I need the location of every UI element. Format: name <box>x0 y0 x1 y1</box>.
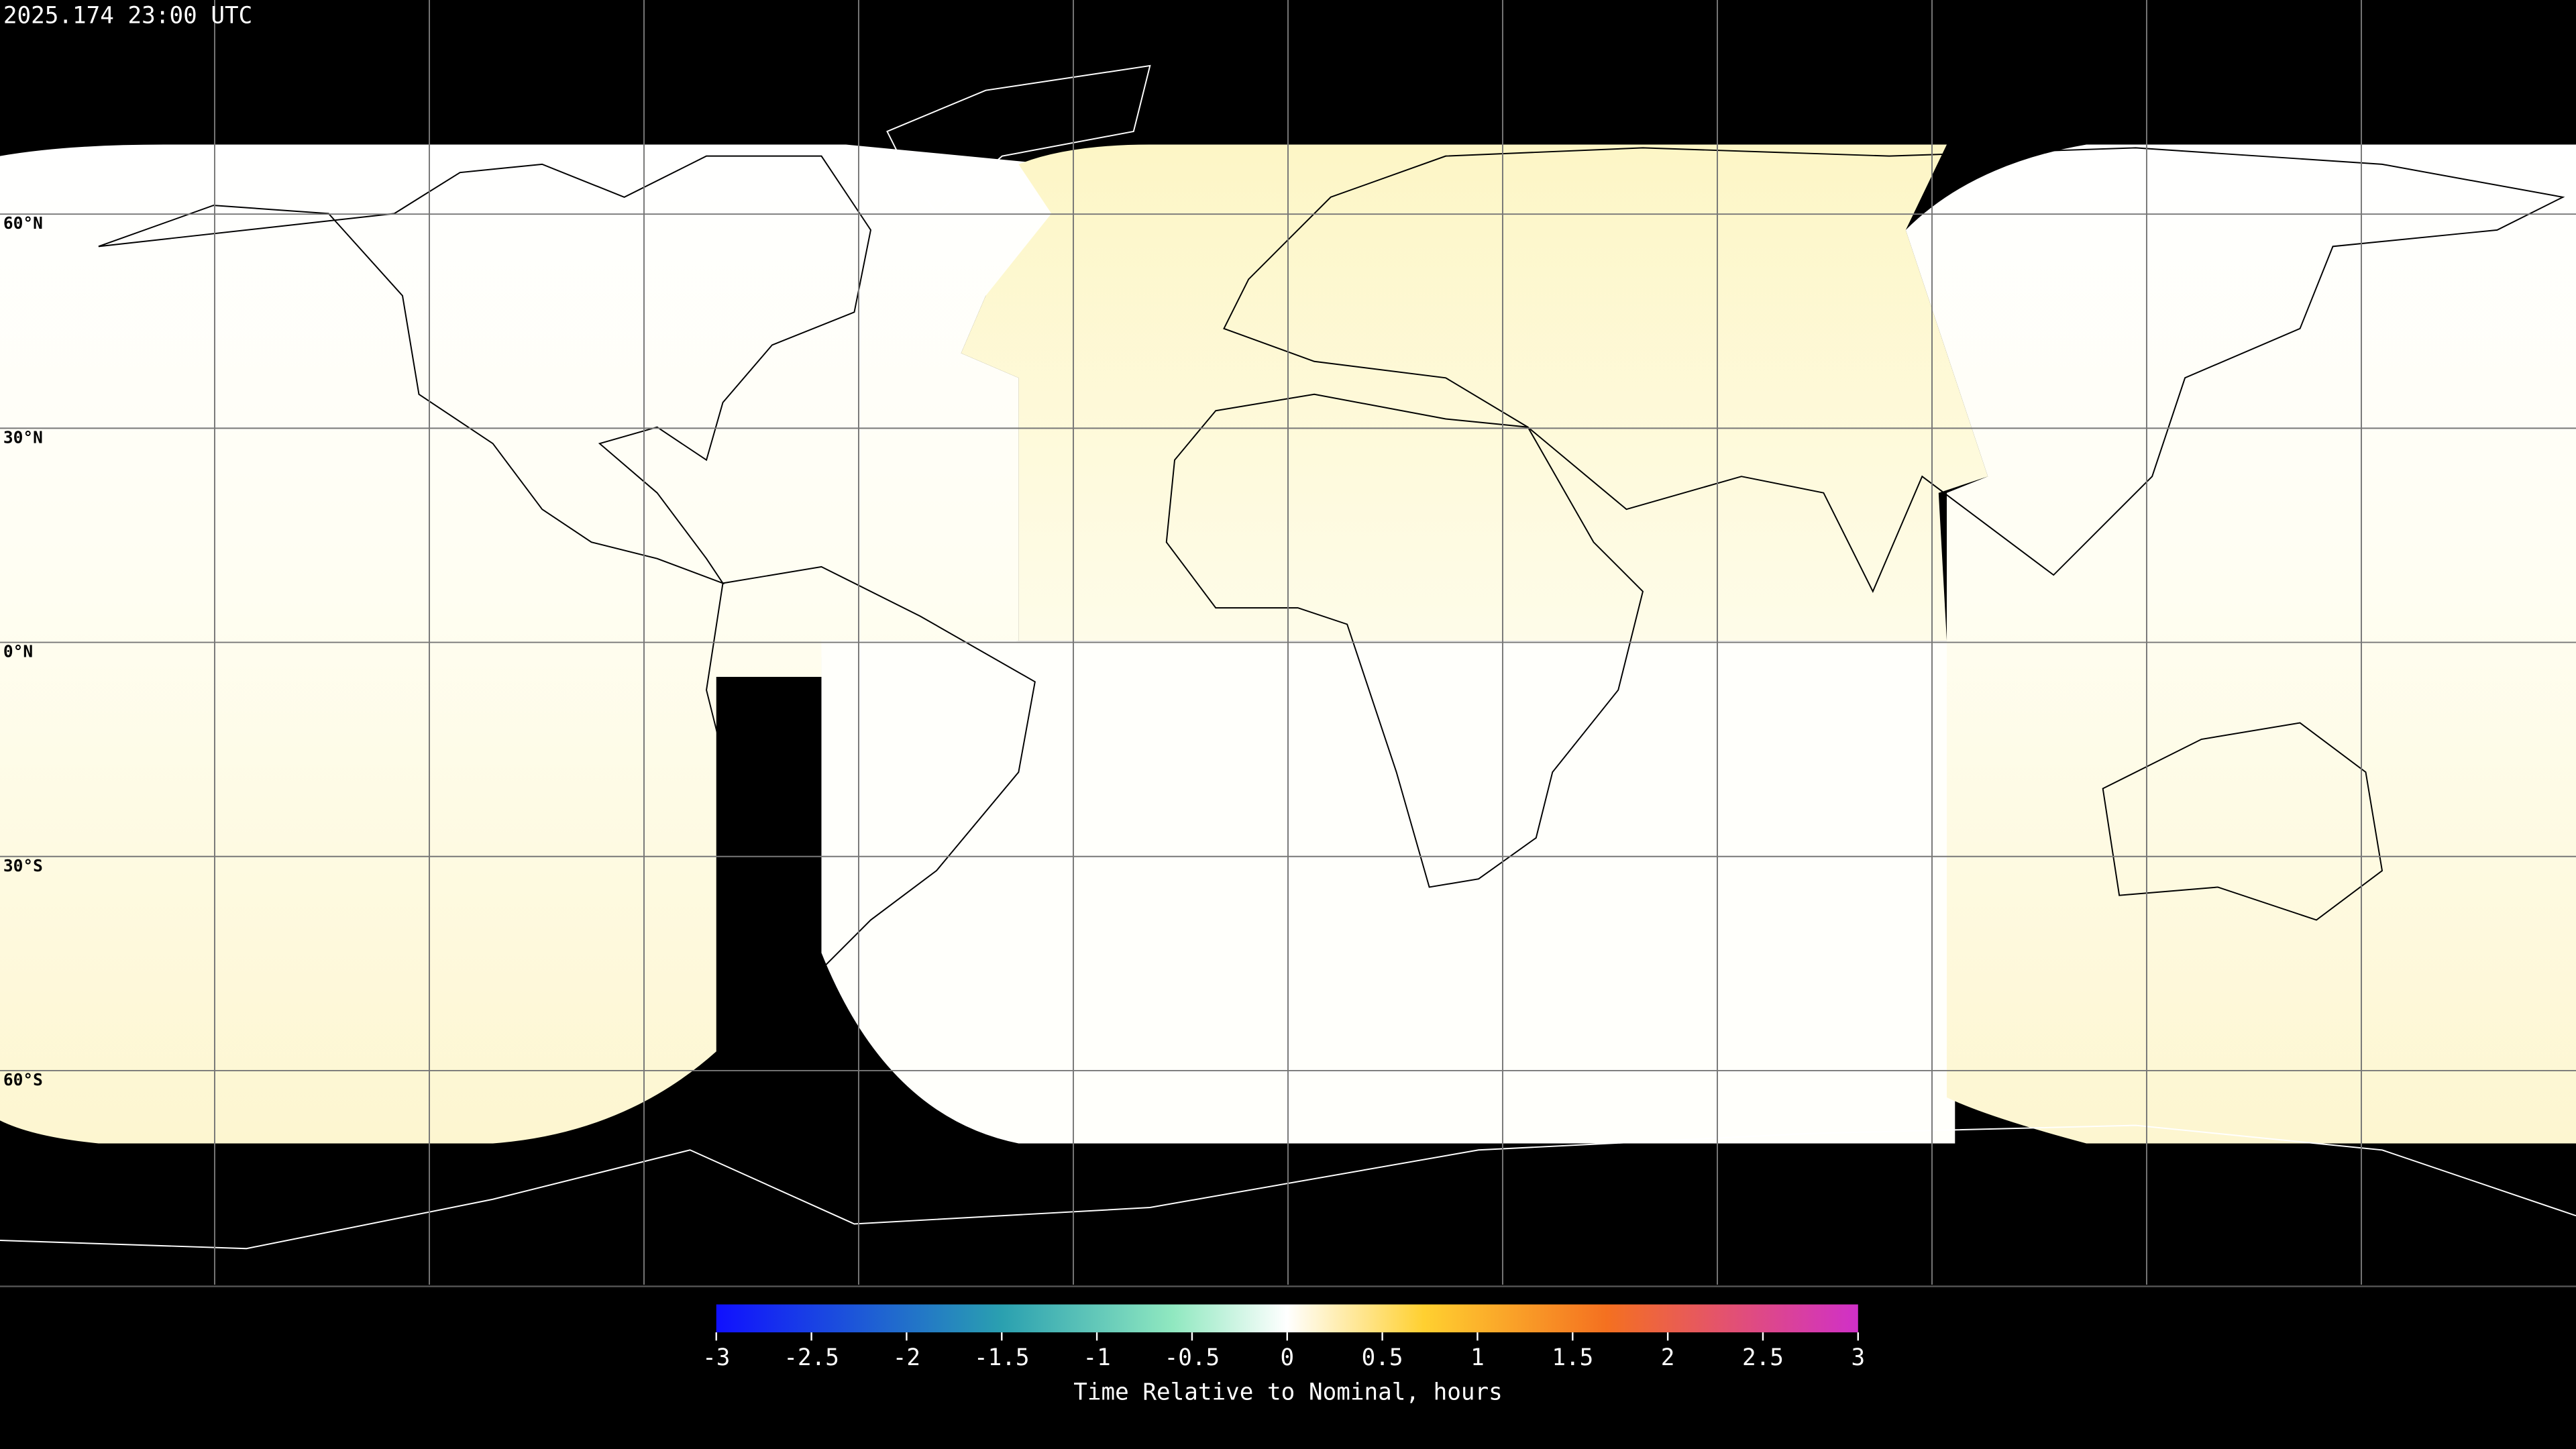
colorbar-tick-label: 2 <box>1661 1344 1675 1371</box>
coastline <box>1223 147 2565 593</box>
west-disk <box>0 144 1085 1144</box>
colorbar-tick-label: 0.5 <box>1362 1344 1403 1371</box>
graticule <box>0 0 2576 1285</box>
timestamp: 2025.174 23:00 UTC <box>3 2 252 29</box>
colorbar-tick-label: 1.5 <box>1552 1344 1593 1371</box>
colorbar-tick-label: 3 <box>1851 1344 1865 1371</box>
colorbar-tick-label: -3 <box>702 1344 730 1371</box>
colorbar-tick-label: 0 <box>1280 1344 1294 1371</box>
coastline <box>1165 393 1644 888</box>
colorbar-tick-label: -1.5 <box>974 1344 1030 1371</box>
colorbar-tick-label: 2.5 <box>1742 1344 1784 1371</box>
lat-label: 30°S <box>3 856 43 875</box>
coastlines <box>0 64 2576 1250</box>
central-disk <box>961 144 1988 641</box>
coastline <box>0 1124 2576 1250</box>
colorbar-tick-label: -0.5 <box>1165 1344 1220 1371</box>
east-disk <box>1905 144 2576 1144</box>
lat-label: 30°N <box>3 427 43 447</box>
coastline <box>886 64 1151 215</box>
lat-label: 60°S <box>3 1070 43 1089</box>
colorbar <box>716 1304 1858 1333</box>
coastline <box>2102 722 2383 921</box>
coastline <box>706 566 1036 1036</box>
lat-label: 0°N <box>3 642 33 661</box>
colorbar-label: Time Relative to Nominal, hours <box>1073 1379 1503 1406</box>
colorbar-tick-label: -1 <box>1083 1344 1110 1371</box>
coastline <box>98 155 871 585</box>
colorbar-tick-label: -2 <box>893 1344 920 1371</box>
colorbar-tick-label: -2.5 <box>784 1344 839 1371</box>
coverage <box>0 144 2576 1144</box>
central-south <box>821 641 1955 1144</box>
colorbar-tick-label: 1 <box>1470 1344 1485 1371</box>
lat-label: 60°N <box>3 213 43 233</box>
